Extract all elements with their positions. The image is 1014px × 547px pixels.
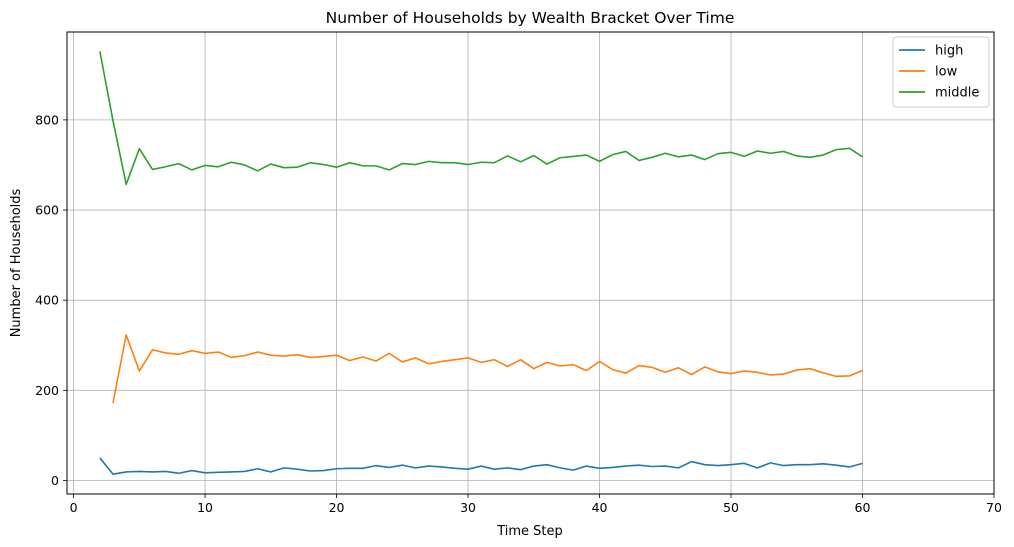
y-tick-label: 200 [35, 383, 59, 398]
x-tick-label: 50 [723, 500, 739, 515]
x-tick-label: 0 [70, 500, 78, 515]
y-tick-label: 0 [51, 473, 59, 488]
legend: high low middle [892, 36, 990, 108]
grid-lines [67, 32, 995, 494]
y-tick-label: 600 [35, 203, 59, 218]
y-tick-label: 400 [35, 293, 59, 308]
y-axis-label: Number of Households [9, 188, 24, 337]
x-tick-label: 70 [986, 500, 1002, 515]
x-tick-label: 20 [329, 500, 345, 515]
legend-box [892, 36, 990, 108]
y-tick-label: 800 [35, 112, 59, 127]
x-tick-label: 40 [592, 500, 608, 515]
chart-title: Number of Households by Wealth Bracket O… [326, 9, 735, 27]
series-line-middle [99, 51, 863, 186]
x-tick-label: 60 [855, 500, 871, 515]
legend-label-high: high [935, 44, 963, 59]
x-tick-label: 30 [460, 500, 476, 515]
x-axis-label: Time Step [496, 524, 563, 539]
x-tick-label: 10 [197, 500, 213, 515]
series-line-high [99, 457, 863, 475]
axes: 0 10 20 30 40 50 60 70 0 200 400 600 800 [35, 112, 1002, 515]
series-line-low [112, 334, 863, 404]
legend-label-middle: middle [935, 86, 979, 101]
legend-label-low: low [935, 65, 958, 80]
series-layer [99, 51, 863, 475]
plot-frame [66, 31, 995, 495]
